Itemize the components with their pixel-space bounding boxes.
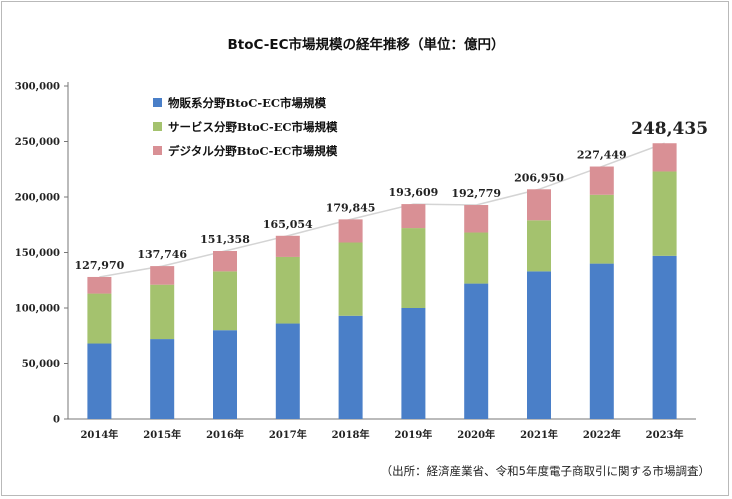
- x-tick-label: 2016年: [206, 428, 244, 441]
- bar-segment-series-1: [589, 194, 614, 264]
- y-axis: 0 50,000 100,000 150,000 200,000 250,000 300,0…: [15, 82, 69, 426]
- chart-title: BtoC-EC市場規模の経年推移（単位：億円）: [227, 37, 505, 53]
- bars: [87, 143, 677, 419]
- total-label: 227,449: [577, 149, 627, 162]
- bar-segment-series-1: [652, 171, 677, 256]
- bar-segment-series-2: [589, 166, 614, 195]
- total-labels: 127,970 137,746 151,358 165,054 179,845 193,6…: [75, 119, 709, 272]
- y-tick-label: 100,000: [15, 304, 60, 315]
- total-trend-line: [99, 142, 665, 278]
- total-label: 165,054: [263, 218, 313, 231]
- bar-segment-series-1: [275, 256, 300, 324]
- bar-segment-series-0: [275, 323, 300, 419]
- total-line: [99, 142, 665, 278]
- bar-segment-series-2: [275, 235, 300, 257]
- bar-segment-series-1: [150, 284, 175, 340]
- x-tick-label: 2018年: [332, 428, 370, 441]
- x-tick-label: 2015年: [143, 428, 181, 441]
- legend-swatch: [153, 98, 162, 107]
- total-label: 151,358: [200, 233, 250, 246]
- y-tick-label: 300,000: [15, 82, 60, 93]
- total-label: 179,845: [326, 201, 376, 214]
- bar-segment-series-2: [87, 276, 112, 294]
- bar-segment-series-2: [338, 219, 363, 243]
- legend: 物販系分野BtoC-EC市場規模サービス分野BtoC-EC市場規模デジタル分野B…: [153, 96, 338, 158]
- bar-segment-series-1: [401, 228, 426, 308]
- x-tick-label: 2017年: [269, 428, 307, 441]
- bar-segment-series-0: [589, 263, 614, 419]
- total-label: 248,435: [631, 119, 708, 139]
- x-axis: 2014年 2015年 2016年 2017年 2018年 2019年 2020年 2021年…: [68, 418, 696, 441]
- legend-swatch: [153, 122, 162, 131]
- bar-segment-series-1: [338, 242, 363, 316]
- total-label: 206,950: [514, 171, 564, 184]
- x-tick-label: 2022年: [583, 428, 621, 441]
- legend-label: 物販系分野BtoC-EC市場規模: [168, 96, 327, 110]
- y-tick-label: 0: [53, 415, 60, 426]
- bar-segment-series-0: [338, 315, 363, 419]
- y-tick-label: 250,000: [15, 137, 60, 148]
- y-tick-label: 200,000: [15, 193, 60, 204]
- y-tick-label: 50,000: [22, 359, 60, 370]
- legend-label: デジタル分野BtoC-EC市場規模: [168, 144, 338, 158]
- source-note: （出所：経済産業省、令和5年度電子商取引に関する市場調査）: [380, 464, 710, 478]
- x-tick-label: 2014年: [80, 428, 118, 441]
- total-label: 127,970: [75, 259, 125, 272]
- bar-segment-series-1: [464, 232, 489, 284]
- bar-segment-series-2: [464, 205, 489, 233]
- bar-segment-series-2: [527, 189, 551, 221]
- bar-segment-series-2: [401, 204, 426, 229]
- bar-segment-series-0: [652, 255, 677, 419]
- x-tick-label: 2020年: [457, 428, 495, 441]
- legend-label: サービス分野BtoC-EC市場規模: [168, 120, 338, 134]
- bar-segment-series-0: [150, 339, 175, 419]
- total-label: 192,779: [451, 187, 501, 200]
- bar-segment-series-2: [150, 266, 175, 285]
- bar-segment-series-2: [213, 250, 237, 272]
- bar-segment-series-1: [87, 293, 112, 344]
- total-label: 193,609: [389, 186, 439, 199]
- bar-segment-series-0: [527, 271, 551, 419]
- bar-segment-series-1: [527, 220, 551, 272]
- bar-segment-series-0: [464, 283, 489, 419]
- x-tick-label: 2023年: [646, 428, 684, 441]
- bar-segment-series-0: [213, 330, 237, 419]
- bar-segment-series-0: [401, 308, 426, 419]
- bar-segment-series-1: [213, 271, 237, 331]
- y-tick-label: 150,000: [15, 248, 60, 259]
- total-label: 137,746: [137, 248, 187, 261]
- x-tick-label: 2019年: [394, 428, 432, 441]
- bar-segment-series-2: [652, 143, 677, 172]
- legend-swatch: [153, 146, 162, 155]
- x-tick-label: 2021年: [520, 428, 558, 441]
- bar-segment-series-0: [87, 343, 112, 419]
